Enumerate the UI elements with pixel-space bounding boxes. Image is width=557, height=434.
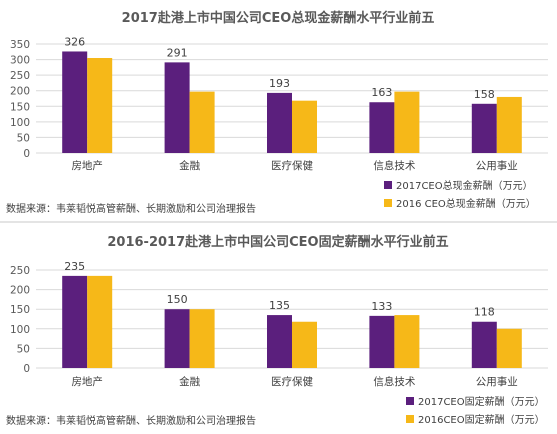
chart1-ytick-label: 300 (10, 55, 30, 67)
chart1-data-label: 163 (371, 86, 392, 99)
chart2-ytick-label: 100 (10, 324, 30, 336)
chart1-bar (62, 51, 88, 153)
chart2-ytick-label: 0 (23, 363, 30, 375)
chart2-bar (189, 309, 215, 368)
chart1-ytick-label: 50 (17, 132, 30, 144)
chart1-data-label: 193 (269, 77, 290, 90)
chart1-ytick-label: 350 (10, 39, 30, 51)
chart2-bar (471, 321, 497, 368)
chart2-legend-swatch (406, 415, 414, 423)
chart1-bar (471, 103, 497, 153)
chart1-category-label: 信息技术 (373, 159, 415, 172)
chart1-legend-swatch (384, 181, 392, 189)
chart2-legend-label: 2016CEO固定薪酬（万元） (418, 413, 545, 426)
chart2-bar (292, 321, 317, 368)
chart2-data-label: 150 (167, 293, 188, 306)
chart2-bar (267, 315, 292, 368)
chart2-category-label: 金融 (179, 375, 200, 388)
chart2-source: 数据来源：韦莱韬悦高管薪酬、长期激励和公司治理报告 (6, 414, 256, 427)
chart1-bar (369, 102, 395, 153)
chart1-category-label: 公用事业 (476, 159, 518, 172)
chart2-bar (87, 275, 113, 368)
chart2-ytick-label: 150 (10, 304, 30, 316)
chart1-bar (292, 100, 317, 153)
chart1-bar (164, 62, 190, 154)
chart1-data-label: 291 (167, 46, 188, 59)
chart2-legend-label: 2017CEO固定薪酬（万元） (418, 395, 545, 408)
chart2-bar (369, 315, 395, 368)
chart1-category-label: 医疗保健 (271, 159, 313, 172)
chart1-category-label: 金融 (179, 159, 200, 172)
chart1-ytick-label: 100 (10, 117, 30, 129)
chart2-data-label: 135 (269, 299, 290, 312)
chart2-bar (164, 309, 190, 368)
chart1-bar (394, 91, 420, 153)
chart2-category-label: 房地产 (71, 375, 103, 388)
chart1-ytick-label: 200 (10, 86, 30, 98)
chart1-ytick-label: 0 (23, 148, 30, 160)
chart1-legend-swatch (384, 199, 392, 207)
chart1-bar (87, 58, 113, 154)
chart2-category-label: 医疗保健 (271, 375, 313, 388)
chart1-data-label: 326 (64, 35, 85, 48)
chart1-ytick-label: 250 (10, 70, 30, 82)
chart1-legend-label: 2016 CEO总现金薪酬（万元） (396, 197, 536, 210)
chart1-bar (267, 92, 292, 153)
chart1-legend-label: 2017CEO总现金薪酬（万元） (396, 179, 533, 192)
chart1-category-label: 房地产 (71, 159, 103, 172)
chart2-data-label: 235 (64, 260, 85, 273)
chart2-bar (394, 315, 420, 368)
chart2-legend-swatch (406, 397, 414, 405)
chart2-ytick-label: 250 (10, 265, 30, 277)
chart2-bar (62, 275, 88, 368)
chart2-ytick-label: 200 (10, 285, 30, 297)
chart2-title: 2016-2017赴港上市中国公司CEO固定薪酬水平行业前五 (107, 234, 448, 250)
chart2-ytick-label: 50 (17, 343, 30, 355)
chart-marks: 0 50 100 150 200 250 300 350 326 房地产 291 金融 193 医疗保健 1… (10, 35, 548, 426)
chart1-bar (496, 96, 522, 153)
chart2-category-label: 信息技术 (373, 375, 415, 388)
chart2-data-label: 118 (474, 306, 495, 319)
chart2-category-label: 公用事业 (476, 375, 518, 388)
chart1-title: 2017赴港上市中国公司CEO总现金薪酬水平行业前五 (122, 10, 435, 26)
chart1-data-label: 158 (474, 88, 495, 101)
chart1-source: 数据来源：韦莱韬悦高管薪酬、长期激励和公司治理报告 (6, 202, 256, 215)
chart1-bar (189, 91, 215, 153)
chart2-bar (496, 328, 522, 368)
chart2-data-label: 133 (371, 300, 392, 313)
chart1-ytick-label: 150 (10, 101, 30, 113)
